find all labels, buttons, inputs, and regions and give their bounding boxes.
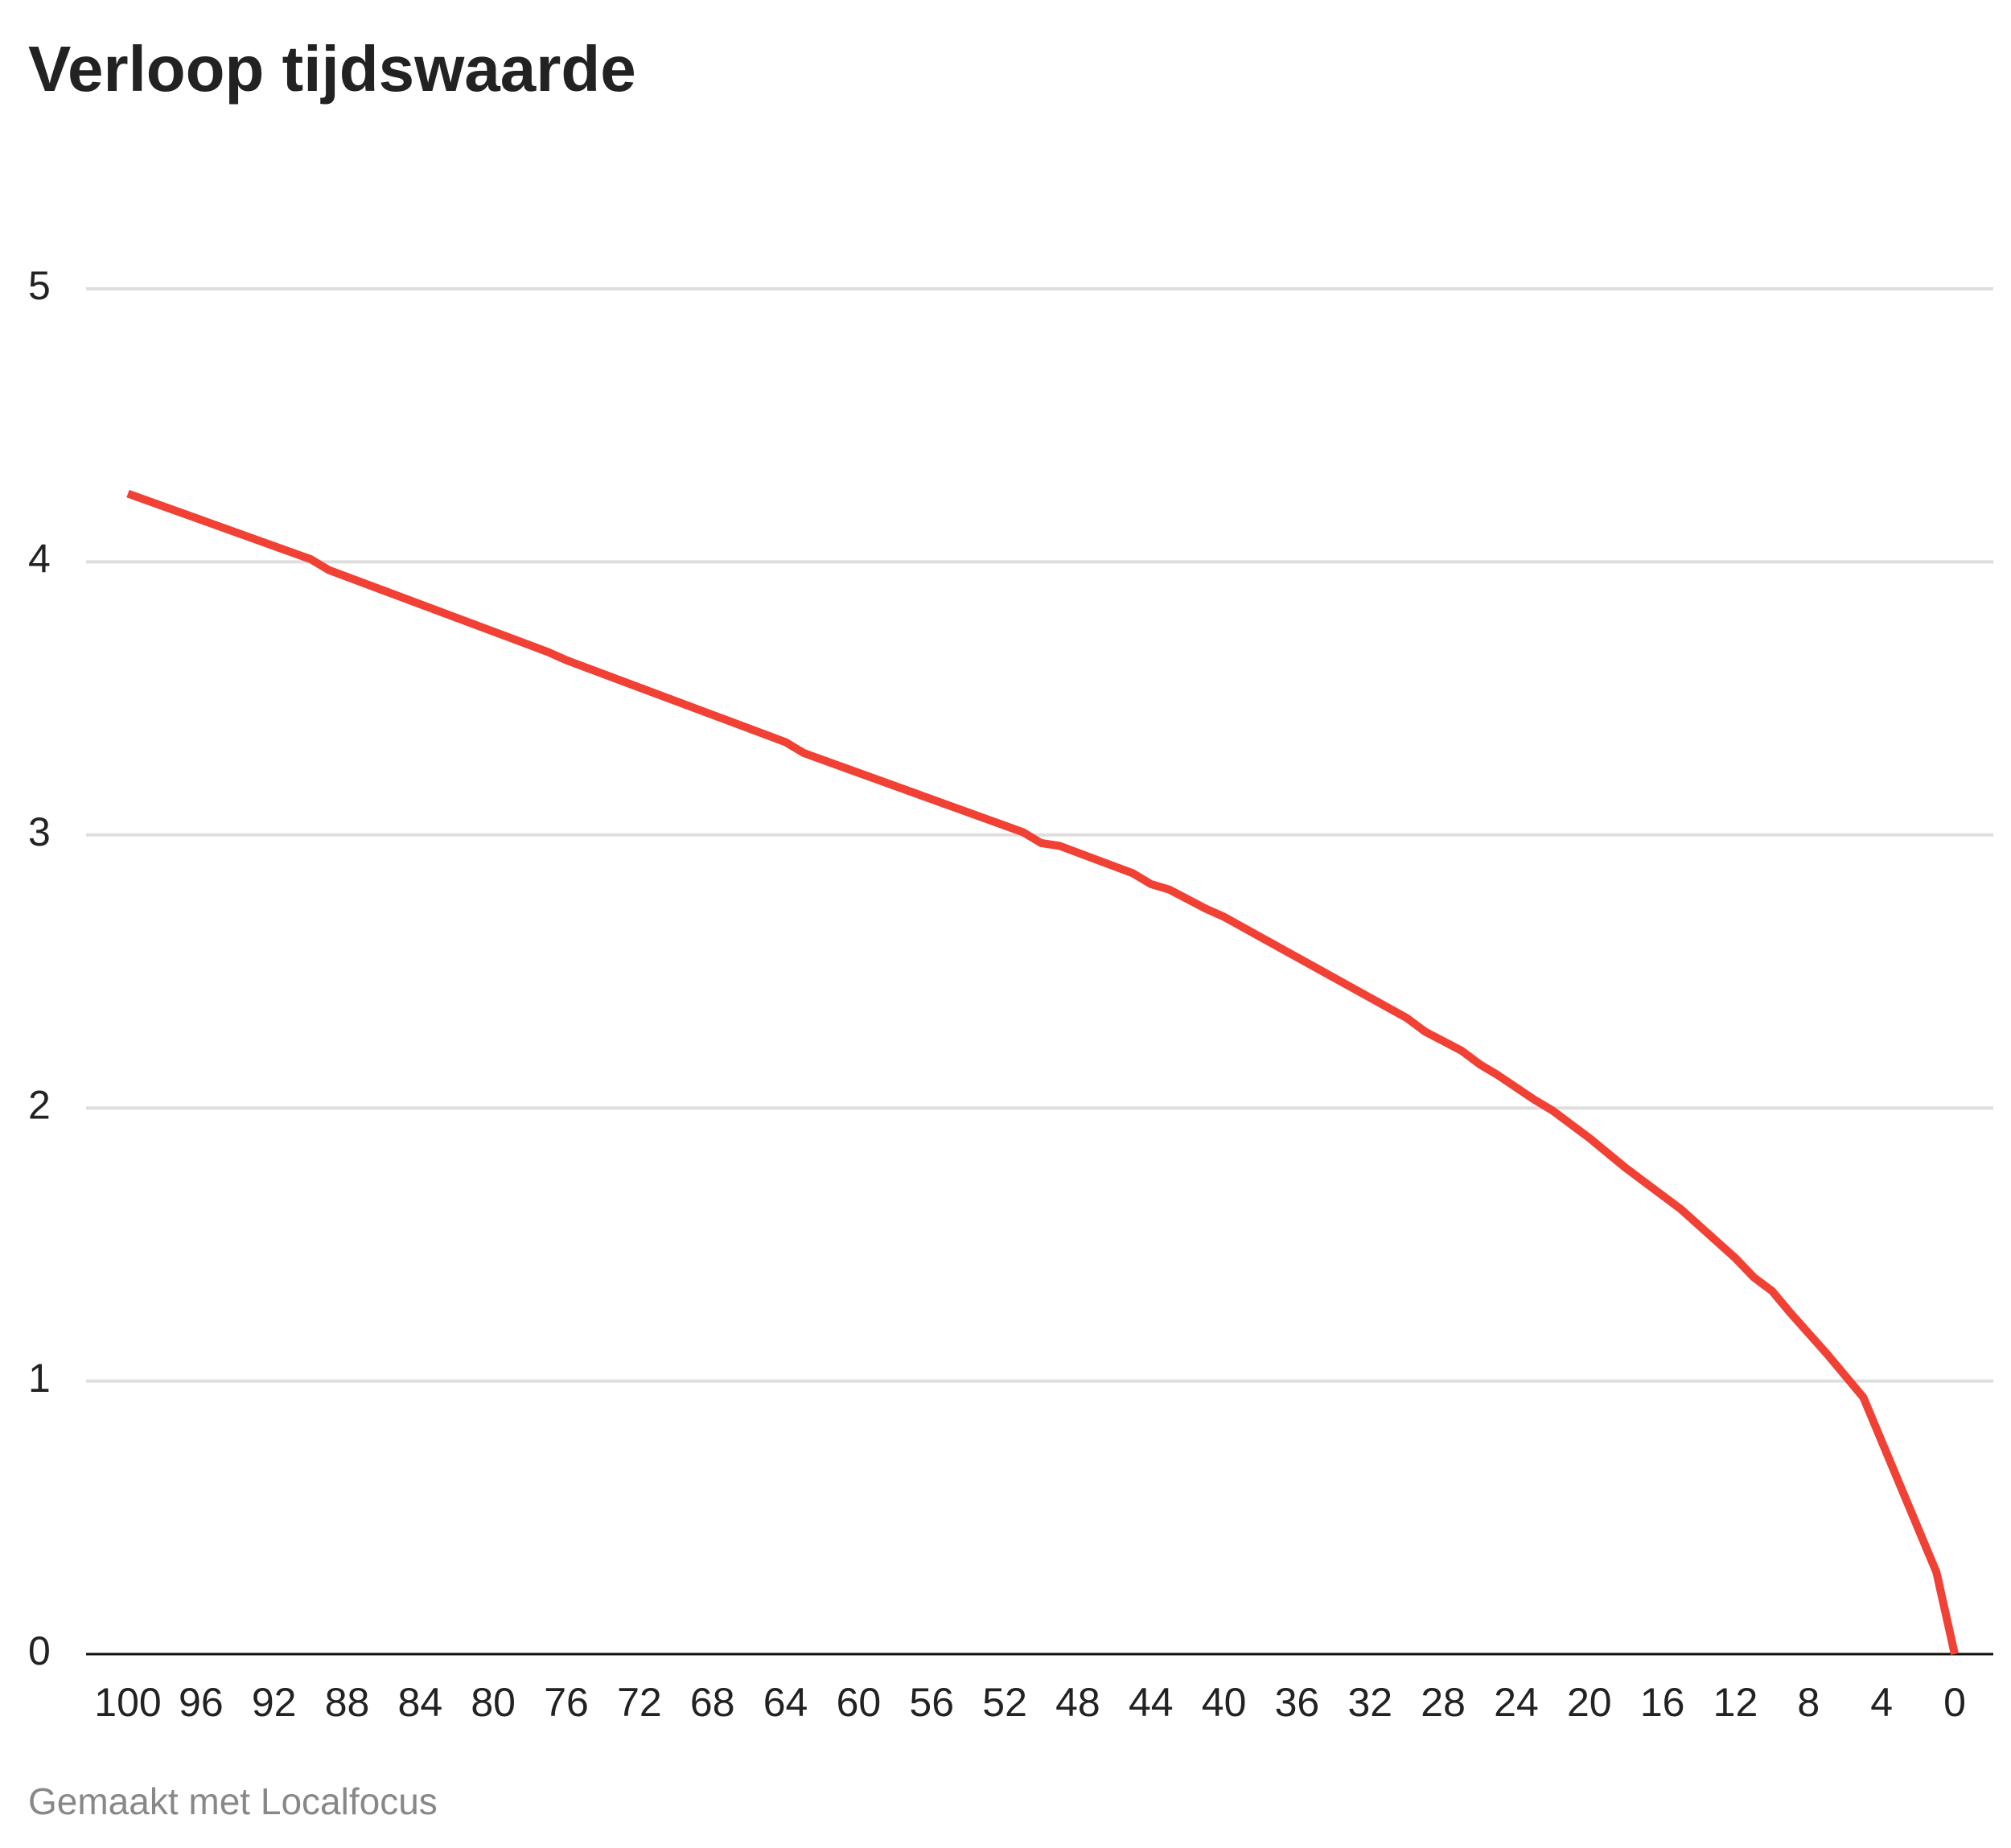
x-tick-label: 68 bbox=[690, 1680, 735, 1725]
x-tick-label: 100 bbox=[94, 1680, 161, 1725]
x-tick-label: 0 bbox=[1943, 1680, 1966, 1725]
x-tick-label: 80 bbox=[471, 1680, 516, 1725]
x-tick-label: 4 bbox=[1870, 1680, 1893, 1725]
x-tick-label: 12 bbox=[1713, 1680, 1758, 1725]
x-tick-label: 48 bbox=[1055, 1680, 1100, 1725]
x-tick-label: 44 bbox=[1129, 1680, 1174, 1725]
x-tick-label: 64 bbox=[763, 1680, 808, 1725]
x-tick-label: 96 bbox=[179, 1680, 224, 1725]
x-tick-label: 24 bbox=[1494, 1680, 1539, 1725]
x-tick-label: 60 bbox=[837, 1680, 882, 1725]
data-line bbox=[126, 489, 1959, 1656]
x-tick-label: 40 bbox=[1202, 1680, 1247, 1725]
x-tick-label: 56 bbox=[909, 1680, 954, 1725]
x-tick-label: 92 bbox=[252, 1680, 297, 1725]
x-tick-label: 36 bbox=[1275, 1680, 1320, 1725]
y-tick-label: 1 bbox=[28, 1356, 51, 1401]
x-tick-label: 16 bbox=[1640, 1680, 1685, 1725]
y-tick-label: 3 bbox=[28, 809, 51, 854]
x-tick-label: 28 bbox=[1421, 1680, 1466, 1725]
x-tick-label: 76 bbox=[544, 1680, 589, 1725]
y-tick-label: 2 bbox=[28, 1082, 51, 1127]
footer: Gemaakt met Localfocus bbox=[28, 1780, 438, 1822]
x-tick-label: 88 bbox=[325, 1680, 370, 1725]
y-tick-label: 5 bbox=[28, 263, 51, 308]
x-tick-label: 20 bbox=[1567, 1680, 1612, 1725]
chart-title: Verloop tijdswaarde bbox=[28, 33, 636, 105]
y-tick-label: 4 bbox=[28, 537, 51, 582]
x-tick-label: 8 bbox=[1797, 1680, 1820, 1725]
x-tick-label: 32 bbox=[1347, 1680, 1392, 1725]
x-tick-label: 84 bbox=[398, 1680, 443, 1725]
y-tick-label: 0 bbox=[28, 1628, 51, 1673]
x-tick-label: 52 bbox=[982, 1680, 1027, 1725]
x-tick-label: 72 bbox=[617, 1680, 662, 1725]
